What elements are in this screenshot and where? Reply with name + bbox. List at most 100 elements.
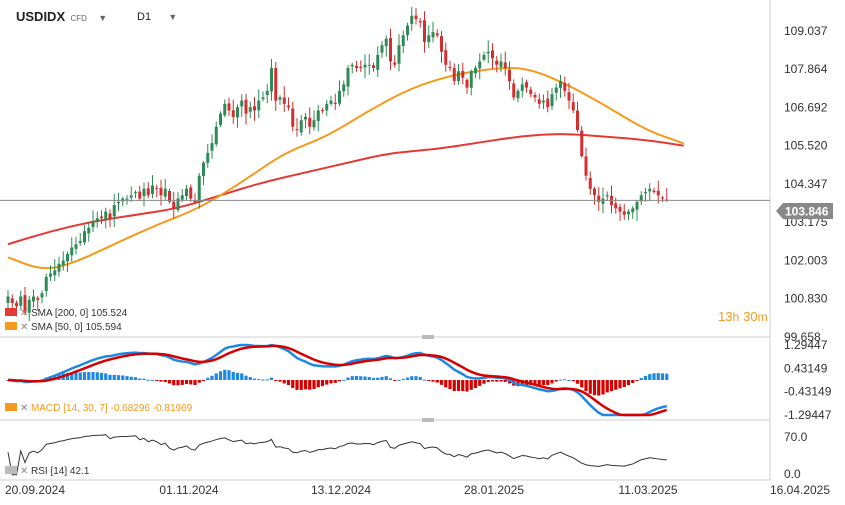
candle-body bbox=[278, 97, 282, 100]
candle-body bbox=[440, 36, 443, 52]
candle-body bbox=[295, 129, 299, 131]
candle-body bbox=[23, 295, 27, 313]
candle-body bbox=[508, 69, 511, 82]
rsi-legend[interactable]: ✕ RSI [14] 42.1 bbox=[5, 466, 90, 477]
candle-body bbox=[359, 66, 363, 69]
candle-body bbox=[627, 211, 630, 215]
candle-body bbox=[36, 298, 40, 300]
macd-histogram-bar bbox=[91, 371, 95, 380]
candle-body bbox=[146, 188, 150, 196]
macd-histogram-bar bbox=[150, 379, 155, 381]
sma50-legend-close-icon[interactable]: ✕ bbox=[20, 322, 28, 333]
macd-histogram-bar bbox=[401, 378, 405, 380]
candle-body bbox=[321, 110, 324, 112]
candle-body bbox=[584, 156, 588, 176]
candle-body bbox=[533, 94, 537, 98]
macd-legend-close-icon[interactable]: ✕ bbox=[20, 403, 28, 414]
macd-histogram-bar bbox=[116, 375, 121, 380]
candle-body bbox=[112, 205, 116, 217]
candle-body bbox=[499, 61, 503, 67]
current-price-tag: 103.846 bbox=[776, 203, 833, 219]
rsi-axis: 70.0 0.0 bbox=[784, 430, 808, 481]
macd-histogram-bar bbox=[435, 380, 439, 383]
macd-histogram-bar bbox=[70, 372, 74, 380]
price-axis-label: 109.037 bbox=[784, 24, 828, 38]
candle-body bbox=[601, 198, 605, 204]
candle-body bbox=[554, 87, 558, 93]
current-price-value: 103.846 bbox=[785, 205, 829, 219]
candle-body bbox=[53, 270, 57, 276]
sma50-legend[interactable]: ✕ SMA [50, 0] 105.594 bbox=[5, 322, 122, 333]
macd-histogram-bar bbox=[133, 377, 138, 380]
timeframe-selector[interactable]: D1 ▼ bbox=[137, 9, 177, 23]
macd-legend-name: MACD bbox=[31, 403, 60, 414]
candle-body bbox=[537, 99, 541, 104]
macd-histogram-bar bbox=[257, 379, 261, 381]
macd-histogram-bar bbox=[197, 380, 201, 383]
macd-histogram-bar bbox=[65, 373, 70, 380]
candle-body bbox=[380, 45, 384, 53]
candle-body bbox=[338, 90, 341, 104]
macd-histogram-bar bbox=[112, 374, 116, 380]
macd-histogram-bar bbox=[592, 380, 597, 396]
sma200-legend-swatch bbox=[5, 308, 17, 316]
macd-histogram-bar bbox=[499, 380, 503, 382]
macd-histogram-bar bbox=[439, 380, 444, 385]
macd-histogram-bar bbox=[469, 380, 473, 390]
macd-histogram-bar bbox=[252, 378, 257, 380]
macd-histogram-bar bbox=[503, 380, 507, 382]
candle-body bbox=[91, 221, 95, 228]
candles-layer[interactable] bbox=[6, 6, 669, 322]
macd-histogram-bar bbox=[108, 374, 112, 380]
macd-histogram-bar bbox=[350, 376, 354, 380]
macd-panel-handle[interactable] bbox=[422, 335, 434, 339]
candle-body bbox=[652, 190, 656, 193]
candle-body bbox=[40, 293, 44, 298]
candle-body bbox=[346, 68, 350, 87]
macd-histogram-bar bbox=[295, 380, 299, 390]
rsi-legend-close-icon[interactable]: ✕ bbox=[20, 466, 28, 477]
time-axis-label: 16.04.2025 bbox=[770, 483, 830, 497]
macd-histogram-bar bbox=[146, 379, 150, 381]
time-axis-label: 01.11.2024 bbox=[159, 483, 218, 497]
timeframe-label: D1 bbox=[137, 11, 152, 23]
candle-body bbox=[168, 191, 171, 202]
macd-histogram-bar bbox=[299, 380, 303, 390]
price-axis-label: 104.347 bbox=[784, 177, 828, 191]
macd-histogram-bar bbox=[74, 372, 78, 380]
macd-histogram-bar bbox=[563, 379, 567, 381]
macd-histogram-bar bbox=[269, 377, 274, 380]
candle-body bbox=[597, 195, 601, 202]
candle-body bbox=[202, 162, 205, 177]
candle-body bbox=[248, 107, 252, 112]
rsi-line-layer bbox=[7, 434, 667, 476]
candle-body bbox=[393, 62, 397, 65]
sma50-layer bbox=[7, 67, 685, 270]
macd-histogram-bar bbox=[333, 380, 337, 383]
macd-axis-label: 0.43149 bbox=[784, 361, 828, 375]
candle-body bbox=[474, 68, 477, 74]
candle-body bbox=[257, 100, 261, 111]
symbol-selector[interactable]: USDIDX CFD ▼ bbox=[16, 9, 107, 24]
macd-histogram-bar bbox=[206, 377, 210, 380]
macd-histogram-bar bbox=[448, 380, 452, 390]
candle-body bbox=[520, 84, 524, 91]
sma200-legend[interactable]: ✕ SMA [200, 0] 105.524 bbox=[5, 308, 128, 319]
sma200-legend-close-icon[interactable]: ✕ bbox=[20, 308, 28, 319]
candle-body bbox=[44, 276, 48, 291]
sma200-legend-text: SMA [200, 0] 105.524 bbox=[31, 308, 128, 319]
macd-histogram-bar bbox=[609, 380, 614, 392]
candle-body bbox=[27, 299, 31, 313]
rsi-panel-handle[interactable] bbox=[422, 418, 434, 422]
candle-body bbox=[159, 187, 163, 196]
candle-body bbox=[495, 60, 499, 65]
macd-histogram-bar bbox=[240, 373, 244, 380]
macd-legend[interactable]: ✕ MACD [14, 30, 7] -0.68296 -0.81969 bbox=[5, 403, 193, 414]
macd-histogram-bar bbox=[397, 379, 401, 381]
macd-histogram-bar bbox=[376, 377, 380, 380]
macd-legend-params: [14, 30, 7] bbox=[63, 403, 108, 414]
price-axis-label: 106.692 bbox=[784, 100, 828, 114]
candle-body bbox=[618, 206, 622, 212]
candle-body bbox=[108, 213, 112, 219]
